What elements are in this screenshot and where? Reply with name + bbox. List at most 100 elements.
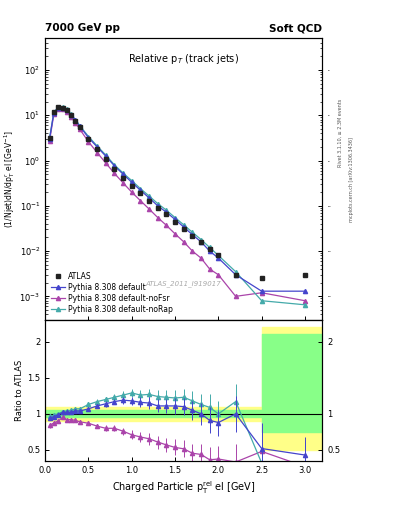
Pythia 8.308 default (95, 144, 99, 150)
Pythia 8.308 default (73, 117, 78, 123)
Pythia 8.308 default-noRap (56, 104, 61, 111)
Pythia 8.308 default-noRap (77, 122, 82, 129)
ATLAS (60, 105, 65, 111)
Pythia 8.308 default-noRap (190, 229, 195, 236)
ATLAS (303, 272, 307, 278)
Pythia 8.308 default-noFsr (103, 160, 108, 166)
ATLAS (77, 124, 82, 130)
ATLAS (173, 219, 177, 225)
Pythia 8.308 default (51, 110, 56, 116)
Pythia 8.308 default-noRap (129, 178, 134, 184)
Pythia 8.308 default-noRap (259, 297, 264, 304)
Pythia 8.308 default (216, 255, 221, 261)
Pythia 8.308 default (121, 171, 125, 177)
Text: Relative p$_T$ (track jets): Relative p$_T$ (track jets) (128, 53, 239, 67)
Pythia 8.308 default-noFsr (121, 180, 125, 186)
Pythia 8.308 default (233, 272, 238, 278)
Pythia 8.308 default-noFsr (199, 255, 204, 261)
Pythia 8.308 default (208, 248, 212, 254)
Pythia 8.308 default-noFsr (233, 293, 238, 300)
Pythia 8.308 default-noRap (95, 143, 99, 149)
Line: ATLAS: ATLAS (47, 105, 307, 281)
Legend: ATLAS, Pythia 8.308 default, Pythia 8.308 default-noFsr, Pythia 8.308 default-no: ATLAS, Pythia 8.308 default, Pythia 8.30… (49, 270, 175, 316)
Pythia 8.308 default-noRap (233, 269, 238, 275)
Pythia 8.308 default-noRap (199, 237, 204, 243)
Line: Pythia 8.308 default-noFsr: Pythia 8.308 default-noFsr (48, 107, 307, 303)
Pythia 8.308 default (182, 224, 186, 230)
Pythia 8.308 default-noFsr (164, 222, 169, 228)
ATLAS (103, 156, 108, 162)
Pythia 8.308 default-noRap (86, 134, 91, 140)
Pythia 8.308 default-noFsr (147, 206, 151, 212)
Text: Soft QCD: Soft QCD (269, 23, 322, 33)
Text: ATLAS_2011_I919017: ATLAS_2011_I919017 (146, 280, 222, 287)
Pythia 8.308 default (173, 217, 177, 223)
Pythia 8.308 default-noFsr (259, 290, 264, 296)
Pythia 8.308 default-noFsr (51, 111, 56, 117)
ATLAS (147, 198, 151, 204)
Pythia 8.308 default-noRap (112, 162, 117, 168)
Pythia 8.308 default-noRap (47, 135, 52, 141)
Pythia 8.308 default-noRap (51, 109, 56, 115)
Pythia 8.308 default (86, 135, 91, 141)
Pythia 8.308 default-noFsr (112, 170, 117, 177)
Pythia 8.308 default-noFsr (138, 198, 143, 204)
X-axis label: Charged Particle $\mathregular{p^{rel}_T}$ el [GeV]: Charged Particle $\mathregular{p^{rel}_T… (112, 479, 255, 496)
ATLAS (164, 211, 169, 218)
Pythia 8.308 default-noFsr (190, 248, 195, 254)
Pythia 8.308 default (77, 123, 82, 130)
Pythia 8.308 default (303, 288, 307, 294)
ATLAS (190, 232, 195, 239)
ATLAS (199, 239, 204, 245)
Pythia 8.308 default-noRap (147, 193, 151, 199)
ATLAS (73, 118, 78, 124)
Pythia 8.308 default-noRap (155, 201, 160, 207)
ATLAS (208, 246, 212, 252)
Pythia 8.308 default (56, 104, 61, 111)
Pythia 8.308 default (60, 104, 65, 111)
Pythia 8.308 default (164, 209, 169, 216)
Pythia 8.308 default-noRap (208, 244, 212, 250)
Text: Rivet 3.1.10, ≥ 2.3M events: Rivet 3.1.10, ≥ 2.3M events (338, 99, 342, 167)
Pythia 8.308 default-noRap (73, 117, 78, 123)
Pythia 8.308 default-noFsr (64, 109, 69, 115)
ATLAS (216, 252, 221, 259)
Pythia 8.308 default (69, 112, 73, 118)
Pythia 8.308 default (64, 107, 69, 113)
Pythia 8.308 default-noRap (216, 252, 221, 259)
ATLAS (182, 226, 186, 232)
Pythia 8.308 default-noRap (173, 215, 177, 221)
Pythia 8.308 default-noRap (182, 222, 186, 228)
Line: Pythia 8.308 default-noRap: Pythia 8.308 default-noRap (48, 105, 307, 307)
Pythia 8.308 default (103, 153, 108, 159)
Pythia 8.308 default-noFsr (155, 215, 160, 221)
Pythia 8.308 default-noFsr (173, 231, 177, 237)
Y-axis label: Ratio to ATLAS: Ratio to ATLAS (15, 360, 24, 421)
ATLAS (64, 107, 69, 113)
Pythia 8.308 default (129, 179, 134, 185)
Pythia 8.308 default-noRap (138, 185, 143, 191)
Pythia 8.308 default-noFsr (86, 139, 91, 145)
Pythia 8.308 default-noFsr (56, 106, 61, 113)
Pythia 8.308 default-noRap (60, 104, 65, 111)
Pythia 8.308 default-noFsr (95, 150, 99, 156)
Pythia 8.308 default (155, 203, 160, 209)
ATLAS (155, 205, 160, 211)
ATLAS (129, 182, 134, 188)
Pythia 8.308 default-noRap (303, 302, 307, 308)
ATLAS (56, 104, 61, 111)
Pythia 8.308 default-noFsr (60, 106, 65, 112)
ATLAS (95, 146, 99, 152)
ATLAS (233, 272, 238, 278)
Pythia 8.308 default-noFsr (69, 114, 73, 120)
Line: Pythia 8.308 default: Pythia 8.308 default (48, 105, 307, 293)
Pythia 8.308 default (199, 239, 204, 245)
Pythia 8.308 default-noFsr (73, 120, 78, 126)
Pythia 8.308 default-noRap (164, 207, 169, 214)
Pythia 8.308 default-noFsr (303, 297, 307, 304)
Pythia 8.308 default-noRap (121, 170, 125, 176)
Pythia 8.308 default-noFsr (182, 239, 186, 245)
ATLAS (121, 175, 125, 181)
ATLAS (86, 136, 91, 142)
Pythia 8.308 default-noFsr (129, 189, 134, 195)
